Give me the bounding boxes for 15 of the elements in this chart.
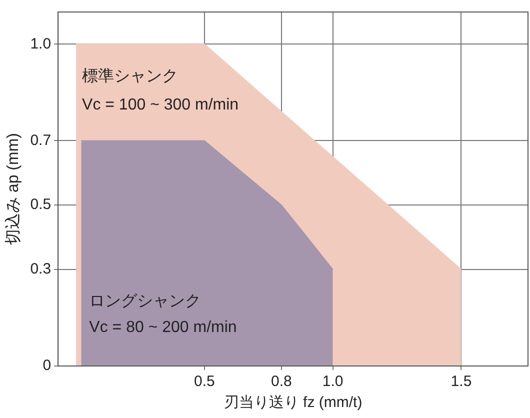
y-tick-label: 0.3 (30, 260, 52, 278)
annotation: 標準シャンク (82, 66, 178, 85)
y-tick-label: 1.0 (30, 35, 52, 52)
y-tick-label: 0 (42, 357, 52, 374)
x-axis-title: 刃当り送り fz (mm/t) (224, 394, 362, 412)
y-axis-title: 切込み ap (mm) (4, 133, 22, 245)
y-tick-label: 0.7 (30, 132, 52, 149)
annotation: Vc = 100 ~ 300 m/min (82, 96, 239, 114)
annotation: Vc = 80 ~ 200 m/min (89, 318, 237, 336)
annotation: ロングシャンク (89, 293, 202, 310)
y-tick-label: 0.5 (30, 196, 52, 214)
x-tick-label: 1.0 (322, 373, 344, 390)
x-tick-label: 0.5 (194, 373, 215, 390)
x-tick-label: 1.5 (450, 373, 472, 390)
x-tick-label: 0.8 (271, 373, 292, 390)
